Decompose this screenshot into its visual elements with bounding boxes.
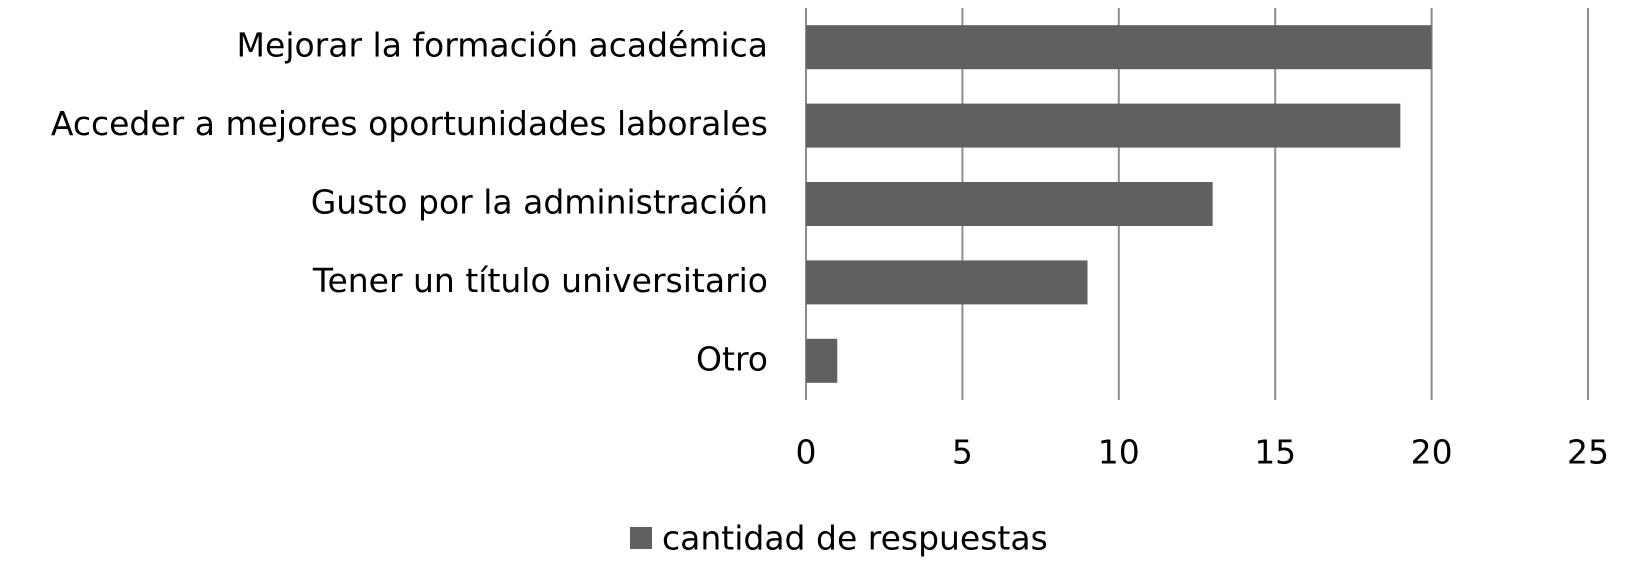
bar — [806, 103, 1401, 148]
x-tick-label: 25 — [1567, 433, 1609, 472]
bar — [806, 182, 1213, 226]
x-tick-label: 10 — [1098, 433, 1140, 472]
x-tick-label: 20 — [1411, 433, 1453, 472]
legend-label: cantidad de respuestas — [662, 519, 1048, 558]
bar — [806, 338, 838, 383]
y-tick-label: Otro — [696, 339, 768, 378]
y-tick-label: Acceder a mejores oportunidades laborale… — [51, 104, 768, 143]
y-tick-label: Tener un título universitario — [312, 261, 768, 300]
y-tick-label: Mejorar la formación académica — [237, 26, 768, 65]
x-tick-label: 0 — [796, 433, 817, 472]
legend-swatch — [630, 527, 652, 549]
x-tick-label: 5 — [952, 433, 973, 472]
x-tick-label: 15 — [1254, 433, 1296, 472]
y-tick-label: Gusto por la administración — [311, 183, 768, 222]
bar — [806, 260, 1088, 305]
bar — [806, 25, 1432, 70]
